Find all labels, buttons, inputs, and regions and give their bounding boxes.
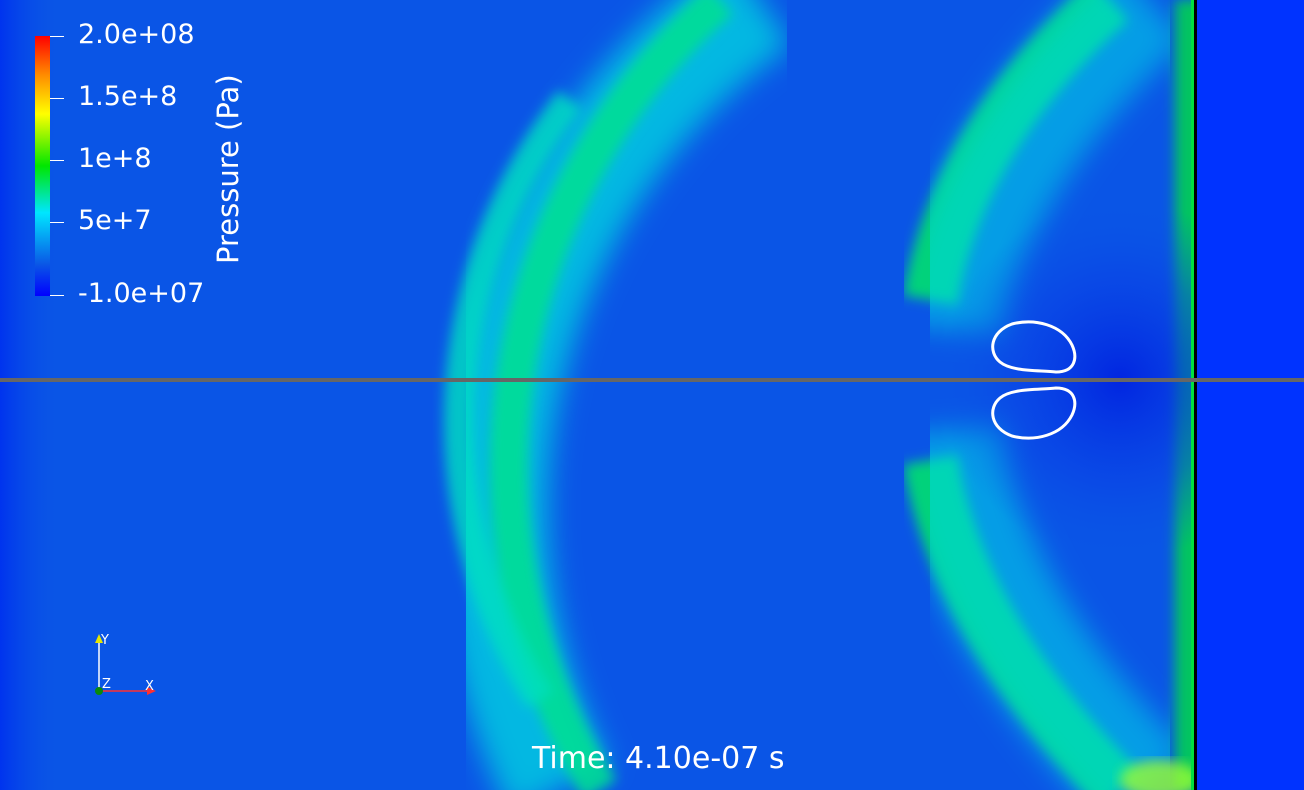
axis-label-x: X [145, 679, 154, 694]
colorbar-tick-1 [50, 98, 64, 99]
orientation-axes: Y Z X [88, 630, 168, 700]
hotspot [1120, 760, 1200, 790]
colorbar-tick-2 [50, 160, 64, 161]
axis-label-z: Z [102, 677, 111, 692]
colorbar-label-max: 2.0e+08 [78, 19, 195, 50]
colorbar-tick-min [50, 295, 64, 296]
colorbar-label-min: -1.0e+07 [78, 278, 205, 309]
primary-wave-core [443, 0, 733, 790]
colorbar-label-2: 1e+8 [78, 143, 152, 174]
colorbar [35, 36, 50, 296]
colorbar-tick-3 [50, 222, 64, 223]
colorbar-label-1: 1.5e+8 [78, 81, 178, 112]
colorbar-ramp [35, 36, 50, 296]
bubble-outline [991, 320, 1077, 440]
time-annotation: Time: 4.10e-07 s [532, 741, 785, 776]
colorbar-label-3: 5e+7 [78, 205, 152, 236]
axis-label-y: Y [101, 633, 109, 648]
right-wall-line [1193, 0, 1197, 790]
left-boundary-region [0, 0, 60, 790]
axes-icon [95, 634, 156, 695]
right-wall-green-edge [1191, 0, 1194, 790]
colorbar-title: Pressure (Pa) [211, 74, 245, 264]
symmetry-axis-line [0, 378, 1304, 382]
right-wall-region [1196, 0, 1304, 790]
colorbar-tick-max [50, 36, 64, 37]
